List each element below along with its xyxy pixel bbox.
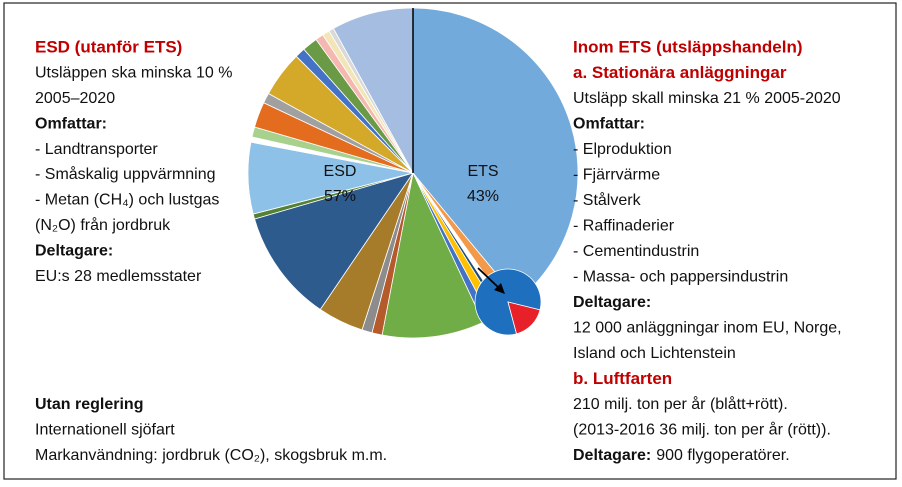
text-line: ESD (utanför ETS) — [35, 37, 182, 56]
text-line: Internationell sjöfart — [35, 422, 175, 439]
label-text: 900 flygoperatörer. — [656, 447, 789, 464]
text-line: - Landtransporter — [35, 141, 158, 158]
group-label: ETS — [467, 163, 498, 180]
text-line: EU:s 28 medlemsstater — [35, 268, 202, 285]
label-lead: Deltagare: — [573, 447, 651, 464]
text-line: Omfattar: — [573, 116, 645, 133]
text-line: 12 000 anläggningar inom EU, Norge, — [573, 320, 842, 337]
pie-chart: ETS 43% ESD 57% — [247, 7, 579, 339]
text-line: - Metan (CH₄) och lustgas — [35, 192, 219, 209]
text-line: a. Stationära anläggningar — [573, 63, 787, 82]
text-line: Deltagare: — [573, 294, 651, 311]
text-line: Island och Lichtenstein — [573, 345, 736, 362]
text-line: - Fjärrvärme — [573, 167, 660, 184]
arrow-shaft — [477, 267, 501, 290]
text-line: Utsläppen ska minska 10 % — [35, 65, 232, 82]
pie-segment — [412, 7, 579, 301]
text-line: Markanvändning: jordbruk (CO₂), skogsbru… — [35, 447, 387, 464]
text-line: - Stålverk — [573, 191, 642, 209]
group-value-label: 57% — [324, 188, 356, 205]
text-line: (N₂O) från jordbruk — [35, 216, 171, 234]
text-line: Deltagare: 900 flygoperatörer. — [573, 447, 790, 464]
text-line: Deltagare: — [35, 242, 113, 259]
text-line: - Cementindustrin — [573, 243, 699, 260]
text-line: 2005–2020 — [35, 90, 115, 107]
text-line: (2013-2016 36 milj. ton per år (rött)). — [573, 421, 831, 439]
group-value-label: 43% — [467, 188, 499, 205]
text-line: 210 milj. ton per år (blått+rött). — [573, 395, 788, 413]
pie-segment — [254, 172, 414, 311]
text-line: - Massa- och pappersindustrin — [573, 269, 788, 286]
text-panels: ESD (utanför ETS) Utsläppen ska minska 10… — [35, 37, 842, 464]
arrow-head — [494, 283, 505, 294]
text-line: Omfattar: — [35, 115, 107, 132]
pie-segment — [381, 171, 484, 339]
group-label: ESD — [324, 163, 357, 180]
text-line: Utsläpp skall minska 21 % 2005-2020 — [573, 90, 841, 107]
text-line: Inom ETS (utsläppshandeln) — [573, 37, 803, 56]
frame — [3, 2, 897, 480]
inset-segment — [507, 301, 541, 335]
text-line: - Raffinaderier — [573, 218, 675, 235]
text-line: b. Luftfarten — [573, 369, 672, 388]
text-line: - Elproduktion — [573, 141, 672, 158]
text-line: - Småskalig uppvärmning — [35, 165, 216, 183]
text-line: Utan reglering — [35, 396, 143, 413]
